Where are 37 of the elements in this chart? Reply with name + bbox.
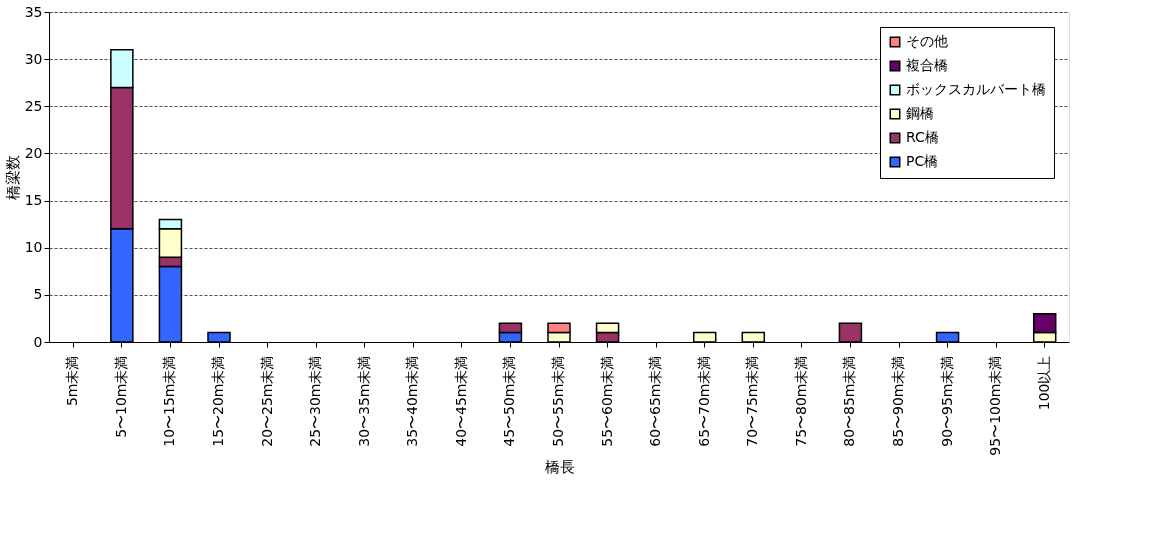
y-tick-label: 30	[24, 50, 43, 67]
x-tick-label: 55〜60m未満	[598, 355, 615, 447]
legend-label: その他	[906, 33, 948, 49]
x-tick-label: 95〜100m未満	[987, 355, 1004, 456]
x-tick-label: 90〜95m未満	[938, 355, 955, 447]
y-tick-label: 25	[24, 97, 43, 114]
x-tick-label: 15〜20m未満	[210, 355, 226, 447]
x-tick-label: 60〜65m未満	[647, 355, 664, 447]
y-tick-label: 20	[24, 144, 43, 161]
x-tick-label: 50〜55m未満	[550, 355, 566, 447]
x-tick-label: 10〜15m未満	[161, 355, 178, 447]
x-tick-label: 65〜70m未満	[695, 355, 712, 447]
legend-label: RC橋	[906, 129, 939, 145]
x-tick-label: 5〜10m未満	[112, 355, 129, 438]
x-tick-label: 30〜35m未満	[355, 355, 372, 447]
x-tick-label: 20〜25m未満	[258, 355, 275, 447]
x-tick-label: 85〜90m未満	[890, 355, 906, 447]
y-tick-label: 35	[24, 3, 43, 20]
x-tick-label: 35〜40m未満	[404, 355, 421, 447]
x-axis-title: 橋長	[544, 457, 575, 476]
y-axis-title: 橋梁数	[3, 155, 22, 200]
x-tick-label: 70〜75m未満	[744, 355, 761, 447]
x-tick-label: 100以上	[1035, 355, 1052, 411]
x-tick-label: 45〜50m未満	[501, 355, 518, 447]
x-tick-label: 25〜30m未満	[307, 355, 324, 447]
legend-label: 鋼橋	[906, 105, 934, 121]
y-tick-label: 10	[24, 239, 43, 256]
legend-label: PC橋	[906, 153, 939, 169]
x-tick-label: 40〜45m未満	[452, 355, 469, 447]
legend-label: 複合橋	[906, 57, 948, 73]
x-tick-label: 5m未満	[64, 355, 81, 407]
x-tick-label: 80〜85m未満	[841, 355, 858, 447]
y-tick-label: 15	[24, 192, 43, 209]
x-tick-label: 75〜80m未満	[792, 355, 809, 447]
y-tick-label: 5	[33, 286, 43, 303]
legend-label: ボックスカルバート橋	[906, 81, 1046, 97]
y-tick-label: 0	[33, 333, 43, 350]
